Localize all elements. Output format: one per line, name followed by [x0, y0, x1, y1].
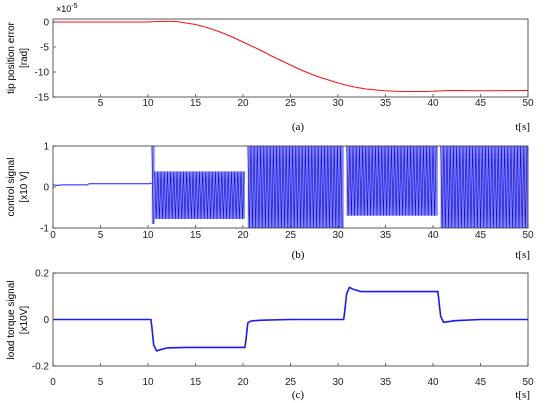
panel-a-plot-area — [53, 20, 529, 92]
x-tick-label: 5 — [98, 98, 104, 109]
oscillation-trace — [247, 145, 343, 229]
panel-c-label: (c) — [292, 389, 305, 401]
y-tick-label: -5 — [40, 43, 49, 54]
x-tick-label: 35 — [380, 230, 392, 241]
panel-b-label: (b) — [292, 249, 305, 261]
panel-c: load torque signal [x10V] t[s] (c) 0 5 10 1… — [6, 269, 534, 402]
x-tick-label: 0 — [50, 377, 56, 388]
x-tick-label: 20 — [237, 377, 249, 388]
x-tick-label: 25 — [285, 98, 297, 109]
panel-b: control signal [x10 V] t[s] (b) 0 5 10 15 20… — [6, 142, 534, 262]
x-tick-label: 45 — [475, 98, 487, 109]
panel-c-xlabel: t[s] — [515, 389, 530, 401]
y-tick-label: -0.2 — [32, 362, 50, 373]
oscillation-trace — [154, 171, 245, 220]
y-tick-label: 0 — [43, 183, 49, 194]
y-tick-label: -15 — [35, 93, 50, 104]
x-tick-label: 0 — [50, 230, 56, 241]
x-tick-label: 30 — [332, 377, 344, 388]
panel-c-ylabel-line2: [x10V] — [19, 306, 30, 335]
series-line — [53, 20, 529, 92]
x-tick-label: 35 — [380, 98, 392, 109]
panel-b-ylabel-line1: control signal — [6, 158, 17, 217]
x-tick-label: 15 — [190, 230, 202, 241]
x-tick-label: 15 — [190, 98, 202, 109]
x-tick-label: 20 — [237, 98, 249, 109]
panel-b-xlabel: t[s] — [515, 249, 530, 261]
panel-b-plot-area — [52, 145, 528, 229]
y-tick-label: 1 — [43, 142, 49, 153]
series-line — [53, 286, 528, 352]
x-tick-label: 25 — [285, 230, 297, 241]
x-tick-label: 10 — [142, 230, 154, 241]
x-tick-label: 30 — [332, 230, 344, 241]
panel-a-ylabel-line2: [rad] — [19, 48, 30, 68]
x-tick-label: 10 — [142, 377, 154, 388]
x-tick-label: 25 — [285, 377, 297, 388]
panel-c-ylabel-line1: load torque signal — [6, 281, 17, 360]
panel-a-exponent: ×10-5 — [56, 3, 78, 14]
x-tick-label: 30 — [332, 98, 344, 109]
x-tick-label: 5 — [98, 230, 104, 241]
x-tick-label: 45 — [475, 377, 487, 388]
panel-a: ×10-5 tip position error [rad] t[s] (a) … — [6, 3, 534, 133]
panel-a-xlabel: t[s] — [515, 121, 530, 133]
x-tick-label: 40 — [427, 377, 439, 388]
oscillation-trace — [151, 145, 154, 224]
x-tick-label: 40 — [427, 230, 439, 241]
y-tick-label: -10 — [35, 68, 50, 79]
x-tick-label: 5 — [98, 377, 104, 388]
x-tick-label: 20 — [237, 230, 249, 241]
x-tick-label: 35 — [380, 377, 392, 388]
panel-a-frame — [52, 18, 529, 98]
y-tick-label: 0 — [43, 18, 49, 29]
y-tick-label: -1 — [40, 224, 49, 235]
x-tick-label: 50 — [522, 98, 534, 109]
x-tick-label: 15 — [190, 377, 202, 388]
x-tick-label: 45 — [475, 230, 487, 241]
panel-b-axes: 0 5 10 15 20 25 30 35 40 45 50-101 — [40, 142, 534, 242]
panel-c-plot-area — [53, 286, 528, 352]
x-tick-label: 40 — [427, 98, 439, 109]
oscillation-band — [151, 146, 155, 224]
y-tick-label: 0 — [43, 315, 49, 326]
series-baseline — [52, 182, 152, 186]
panel-a-label: (a) — [292, 121, 305, 133]
x-tick-label: 50 — [522, 230, 534, 241]
panel-b-ylabel-line2: [x10 V] — [19, 171, 30, 202]
y-tick-label: 0.2 — [35, 269, 49, 280]
x-tick-label: 50 — [522, 377, 534, 388]
panel-c-axes: 0 5 10 15 20 25 30 35 40 45 50-0.200.2 — [32, 269, 534, 389]
panel-a-axes: 5 10 15 20 25 30 35 40 45 50 0 -5 -10 -15 — [35, 18, 534, 110]
panel-a-ylabel-line1: tip position error — [6, 21, 17, 93]
x-tick-label: 10 — [142, 98, 154, 109]
